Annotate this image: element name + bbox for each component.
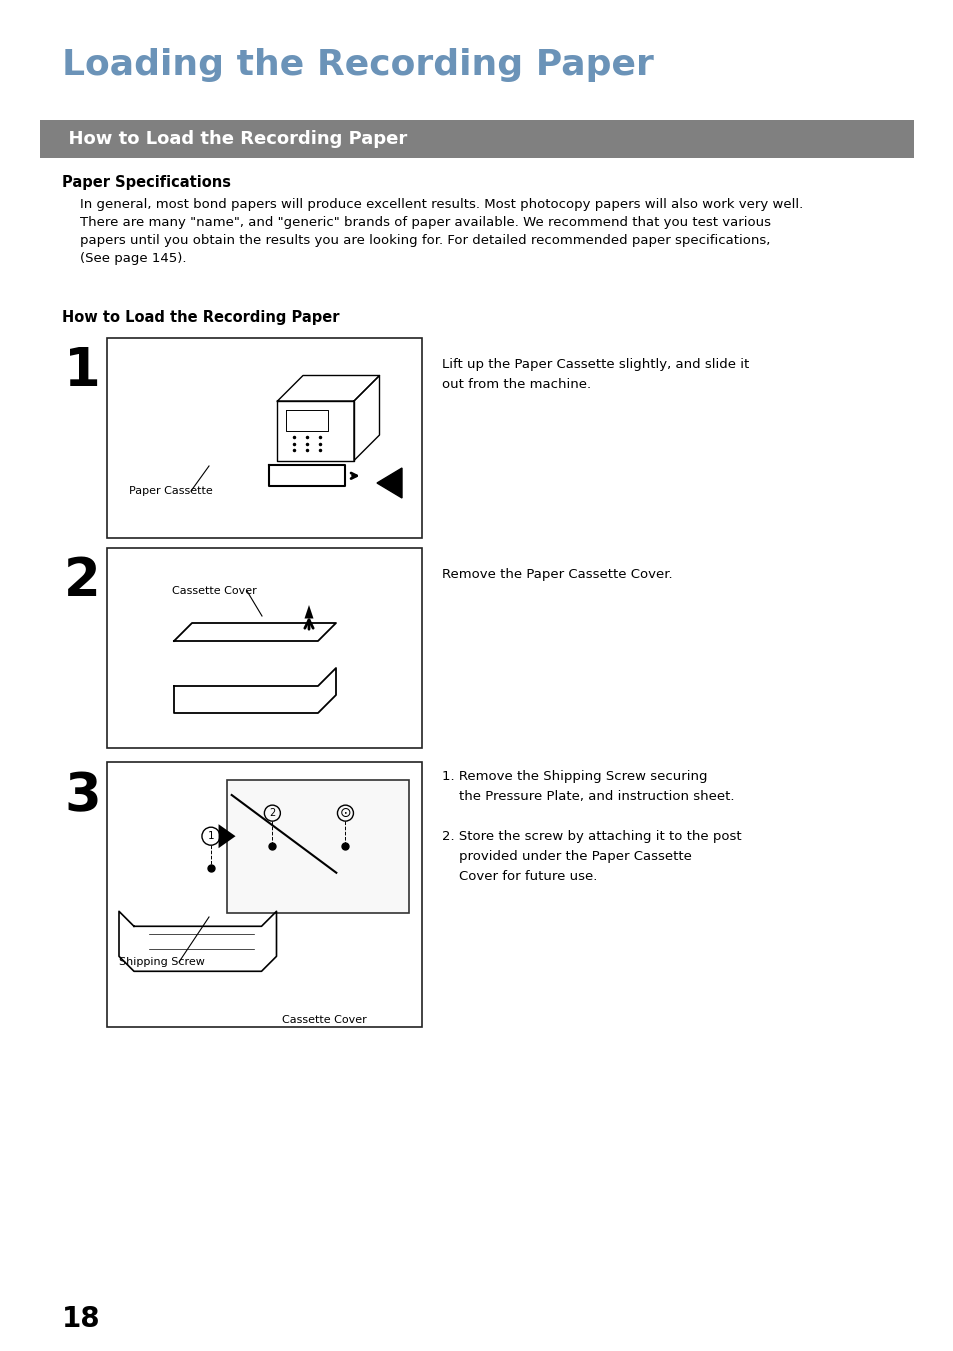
Polygon shape	[218, 824, 235, 848]
Text: 1. Remove the Shipping Screw securing: 1. Remove the Shipping Screw securing	[441, 770, 707, 784]
Text: In general, most bond papers will produce excellent results. Most photocopy pape: In general, most bond papers will produc…	[80, 199, 802, 211]
Text: 1: 1	[208, 831, 214, 842]
Text: How to Load the Recording Paper: How to Load the Recording Paper	[56, 130, 407, 149]
Text: Cassette Cover: Cassette Cover	[282, 1015, 366, 1025]
Text: Paper Specifications: Paper Specifications	[62, 176, 231, 190]
Text: Cover for future use.: Cover for future use.	[441, 870, 597, 884]
Text: Paper Cassette: Paper Cassette	[129, 486, 213, 496]
Text: 3: 3	[64, 770, 101, 821]
Text: the Pressure Plate, and instruction sheet.: the Pressure Plate, and instruction shee…	[441, 790, 734, 802]
Text: Remove the Paper Cassette Cover.: Remove the Paper Cassette Cover.	[441, 567, 672, 581]
Text: 2: 2	[64, 555, 101, 607]
Text: out from the machine.: out from the machine.	[441, 378, 591, 390]
Text: Shipping Screw: Shipping Screw	[119, 957, 205, 967]
Text: (See page 145).: (See page 145).	[80, 253, 186, 265]
Text: There are many "name", and "generic" brands of paper available. We recommend tha: There are many "name", and "generic" bra…	[80, 216, 770, 230]
Text: 2: 2	[269, 808, 275, 819]
Bar	[107, 338, 421, 538]
Text: provided under the Paper Cassette: provided under the Paper Cassette	[441, 850, 691, 863]
Text: 18: 18	[62, 1305, 100, 1333]
Polygon shape	[304, 605, 314, 619]
Text: How to Load the Recording Paper: How to Load the Recording Paper	[62, 309, 339, 326]
Bar	[107, 549, 421, 748]
Text: papers until you obtain the results you are looking for. For detailed recommende: papers until you obtain the results you …	[80, 234, 770, 247]
Text: 2. Store the screw by attaching it to the post: 2. Store the screw by attaching it to th…	[441, 830, 740, 843]
Bar	[107, 762, 421, 1027]
Text: Lift up the Paper Cassette slightly, and slide it: Lift up the Paper Cassette slightly, and…	[441, 358, 748, 372]
Text: ⊙: ⊙	[339, 807, 351, 820]
Text: Loading the Recording Paper: Loading the Recording Paper	[62, 49, 653, 82]
Text: 1: 1	[64, 345, 101, 397]
Bar	[40, 120, 913, 158]
Bar	[227, 780, 409, 912]
Polygon shape	[376, 467, 401, 499]
Text: Cassette Cover: Cassette Cover	[172, 586, 256, 596]
